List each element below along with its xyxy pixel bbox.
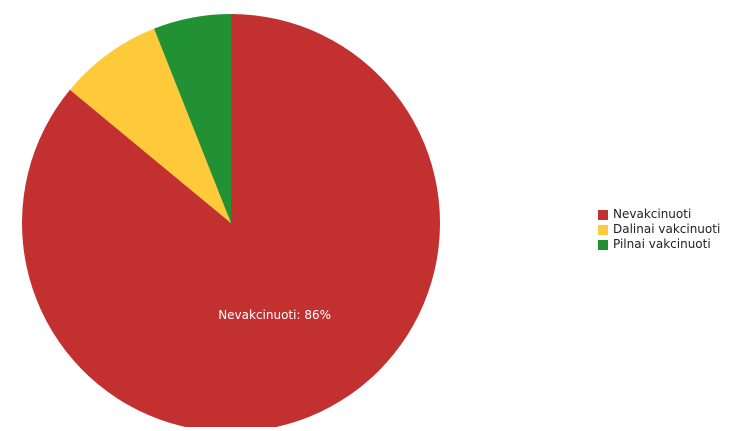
pie-slices xyxy=(22,13,440,431)
legend-swatch-nevakcinuoti xyxy=(598,209,608,220)
legend-item-nevakcinuoti[interactable]: Nevakcinuoti xyxy=(598,207,720,222)
legend-label-dalinai-vakcinuoti: Dalinai vakcinuoti xyxy=(613,222,721,236)
legend-swatch-pilnai-vakcinuoti xyxy=(598,239,608,250)
legend-item-dalinai-vakcinuoti[interactable]: Dalinai vakcinuoti xyxy=(598,222,720,237)
pie-slice-labels: Nevakcinuoti: 86% xyxy=(218,308,331,322)
chart-legend: Nevakcinuoti Dalinai vakcinuoti Pilnai v… xyxy=(598,207,720,252)
pie-slice-nevakcinuoti[interactable] xyxy=(22,14,440,431)
legend-item-pilnai-vakcinuoti[interactable]: Pilnai vakcinuoti xyxy=(598,237,720,252)
pie-slice-pilnai-vakcinuoti[interactable] xyxy=(154,13,231,223)
legend-label-pilnai-vakcinuoti: Pilnai vakcinuoti xyxy=(613,237,711,251)
pie-slice-dalinai-vakcinuoti[interactable] xyxy=(69,28,231,224)
legend-label-nevakcinuoti: Nevakcinuoti xyxy=(613,207,692,221)
slice-label-nevakcinuoti: Nevakcinuoti: 86% xyxy=(218,308,331,322)
legend-swatch-dalinai-vakcinuoti xyxy=(598,224,608,235)
